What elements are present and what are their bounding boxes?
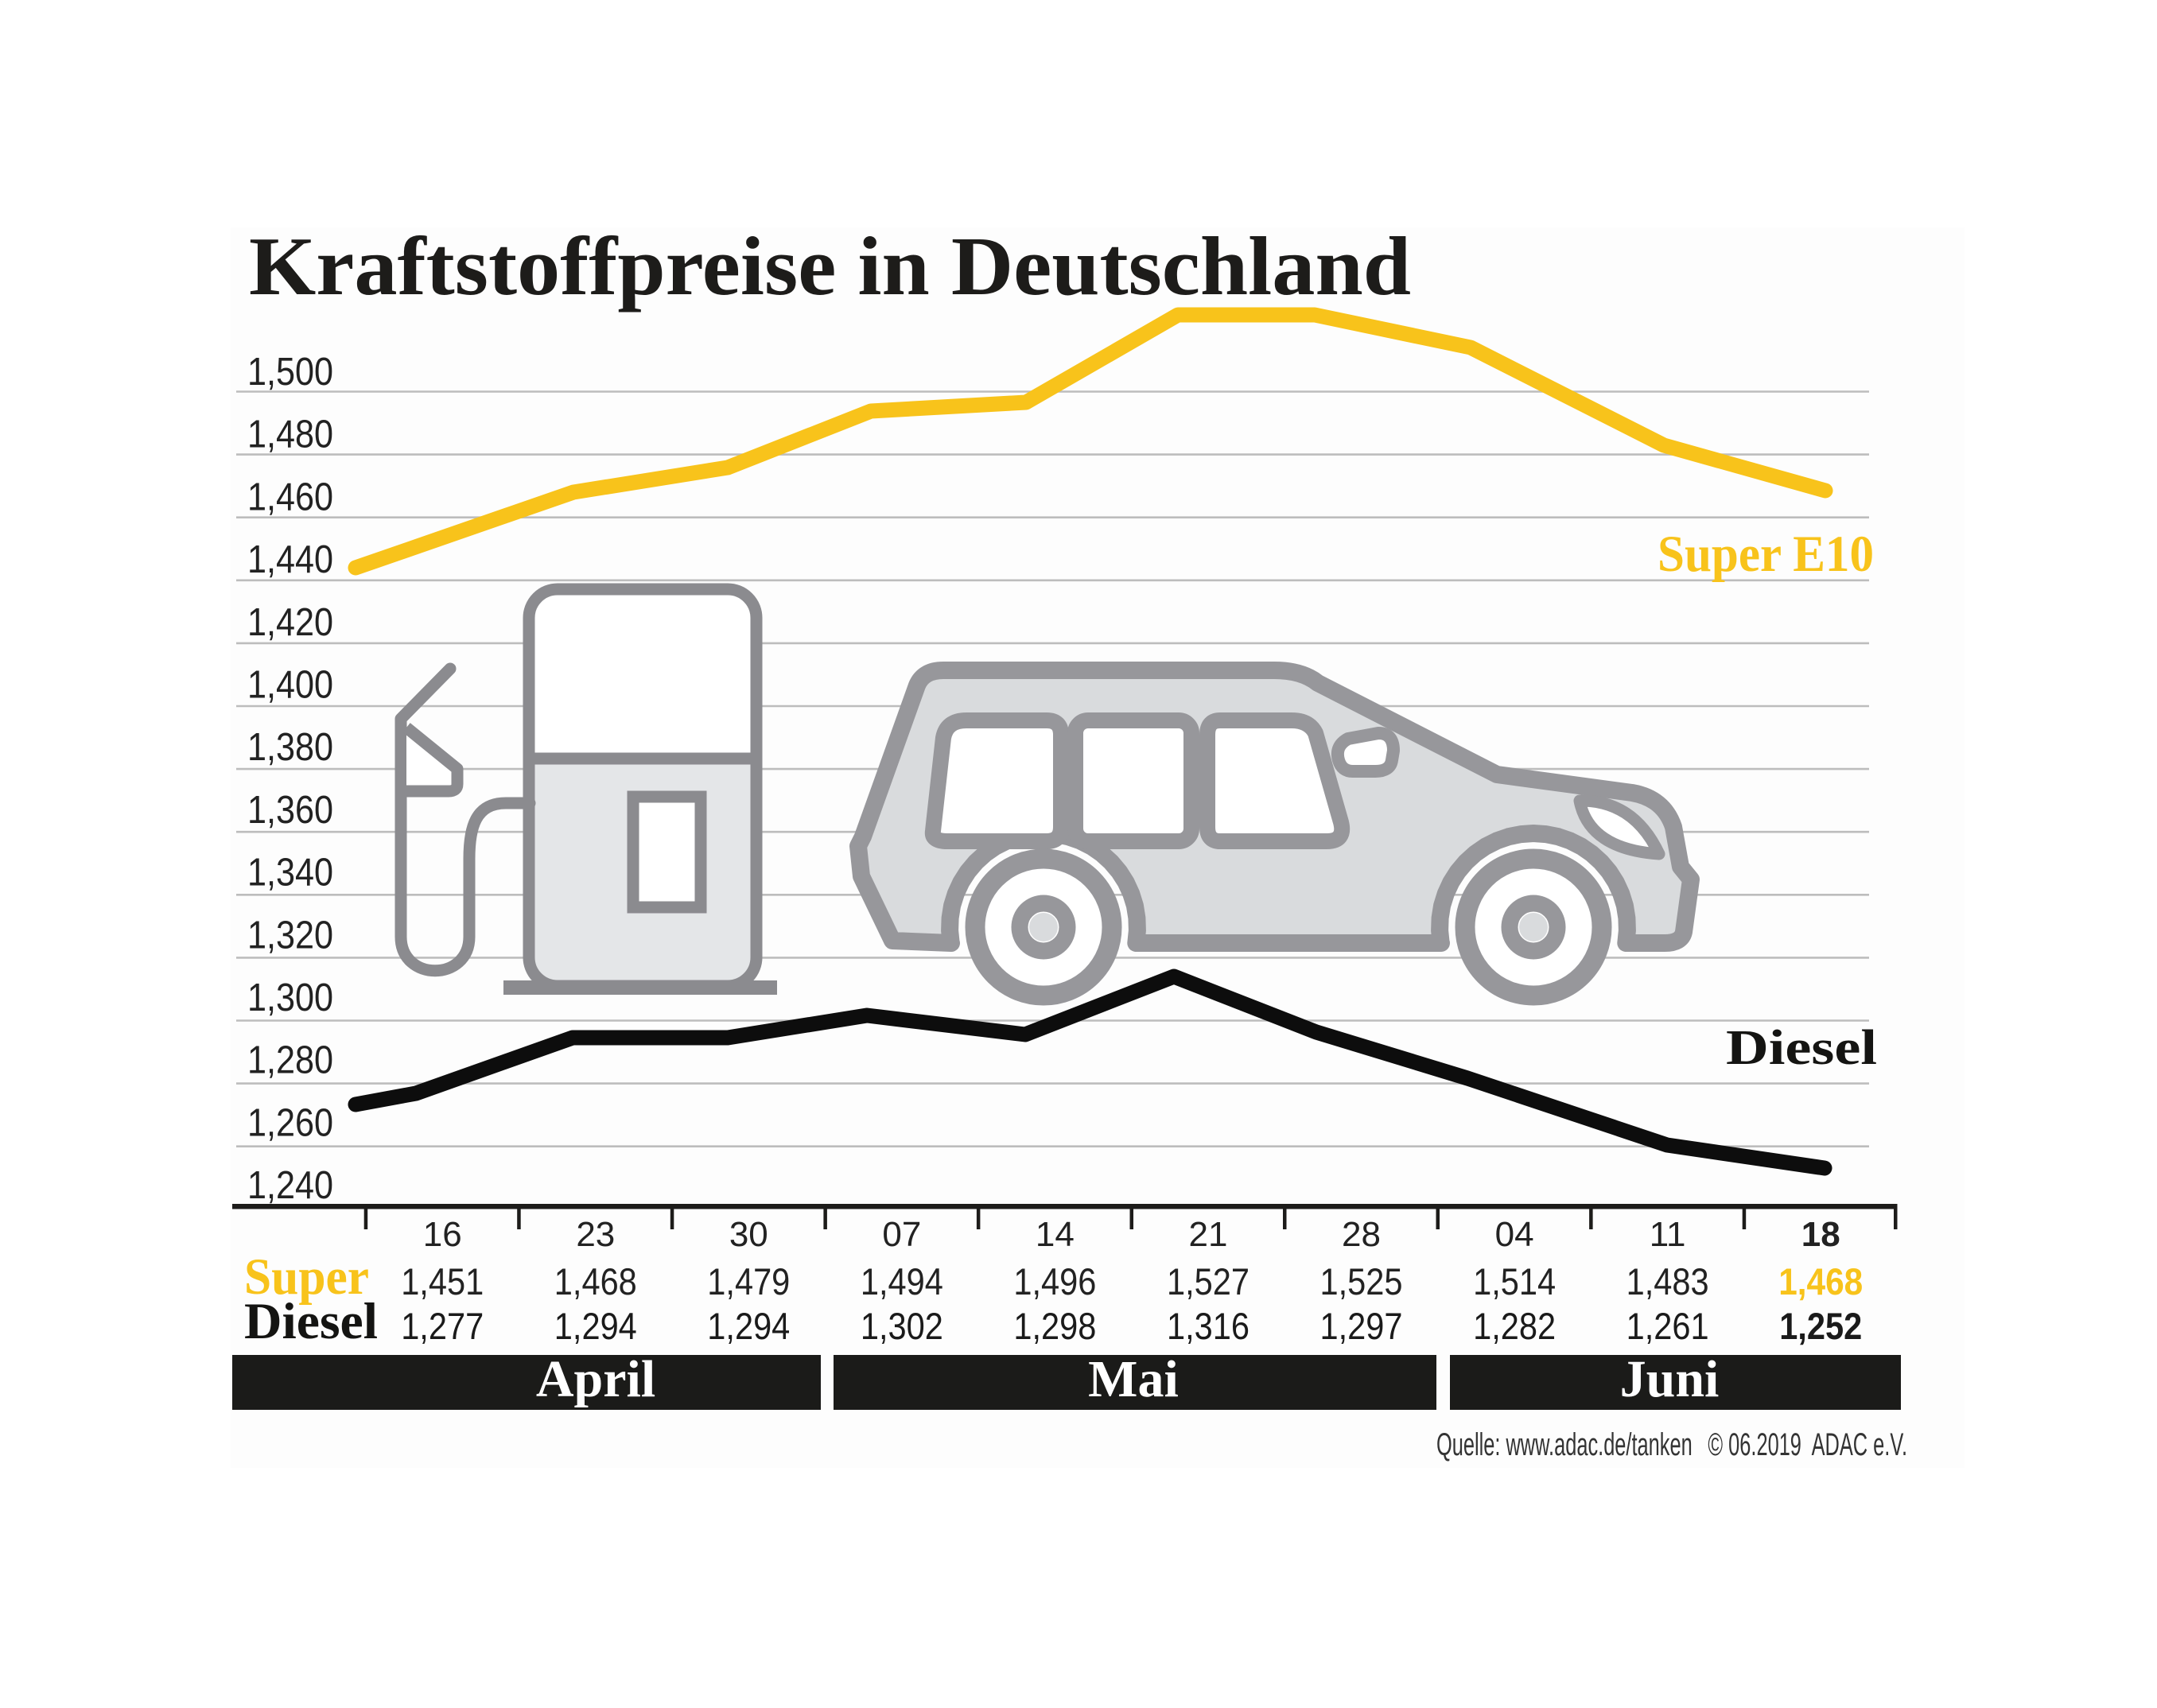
svg-text:1,261: 1,261	[1626, 1305, 1709, 1347]
svg-text:Mai: Mai	[1088, 1350, 1179, 1408]
svg-text:Diesel: Diesel	[244, 1293, 378, 1350]
svg-text:1,240: 1,240	[247, 1164, 333, 1207]
svg-text:1,514: 1,514	[1473, 1260, 1556, 1302]
svg-text:1,480: 1,480	[247, 413, 333, 456]
svg-text:Diesel: Diesel	[1726, 1021, 1877, 1075]
svg-text:1,294: 1,294	[554, 1305, 637, 1347]
svg-text:21: 21	[1189, 1215, 1228, 1254]
svg-text:07: 07	[882, 1215, 921, 1254]
svg-text:1,360: 1,360	[247, 789, 333, 832]
svg-text:1,440: 1,440	[247, 538, 333, 581]
svg-text:1,297: 1,297	[1320, 1305, 1403, 1347]
svg-text:1,479: 1,479	[707, 1260, 790, 1302]
svg-text:16: 16	[423, 1215, 462, 1254]
svg-text:1,460: 1,460	[247, 476, 333, 518]
svg-text:1,468: 1,468	[1778, 1260, 1863, 1302]
svg-text:1,298: 1,298	[1013, 1305, 1096, 1347]
svg-text:11: 11	[1650, 1215, 1686, 1254]
svg-text:1,300: 1,300	[247, 976, 333, 1019]
svg-text:April: April	[536, 1350, 655, 1408]
svg-text:Quelle: www.adac.de/tanken ©: Quelle: www.adac.de/tanken © 06.2019 ADA…	[1436, 1427, 1907, 1462]
svg-text:1,380: 1,380	[247, 726, 333, 769]
svg-text:Kraftstoffpreise in Deutschlan: Kraftstoffpreise in Deutschland	[249, 219, 1411, 312]
svg-text:14: 14	[1036, 1215, 1075, 1254]
svg-text:1,320: 1,320	[247, 914, 333, 957]
svg-text:1,280: 1,280	[247, 1039, 333, 1082]
svg-text:Super: Super	[244, 1248, 369, 1306]
svg-text:1,496: 1,496	[1013, 1260, 1096, 1302]
svg-text:1,483: 1,483	[1626, 1260, 1709, 1302]
svg-text:18: 18	[1801, 1215, 1840, 1254]
svg-text:1,494: 1,494	[861, 1260, 943, 1302]
svg-text:1,500: 1,500	[247, 351, 333, 394]
svg-text:04: 04	[1495, 1215, 1534, 1254]
svg-text:28: 28	[1342, 1215, 1381, 1254]
svg-text:1,277: 1,277	[401, 1305, 484, 1347]
svg-text:Juni: Juni	[1620, 1350, 1720, 1408]
svg-text:1,525: 1,525	[1320, 1260, 1403, 1302]
svg-text:1,302: 1,302	[861, 1305, 943, 1347]
svg-text:1,400: 1,400	[247, 664, 333, 707]
svg-text:1,340: 1,340	[247, 852, 333, 895]
svg-text:1,282: 1,282	[1473, 1305, 1556, 1347]
svg-text:1,468: 1,468	[554, 1260, 637, 1302]
svg-text:1,451: 1,451	[401, 1260, 484, 1302]
svg-text:1,316: 1,316	[1167, 1305, 1250, 1347]
svg-text:30: 30	[729, 1215, 768, 1254]
svg-text:1,294: 1,294	[707, 1305, 790, 1347]
svg-text:Super E10: Super E10	[1658, 526, 1874, 583]
svg-text:1,420: 1,420	[247, 601, 333, 644]
svg-text:1,260: 1,260	[247, 1101, 333, 1144]
svg-text:1,527: 1,527	[1167, 1260, 1250, 1302]
svg-text:1,252: 1,252	[1779, 1305, 1862, 1347]
svg-text:23: 23	[576, 1215, 615, 1254]
